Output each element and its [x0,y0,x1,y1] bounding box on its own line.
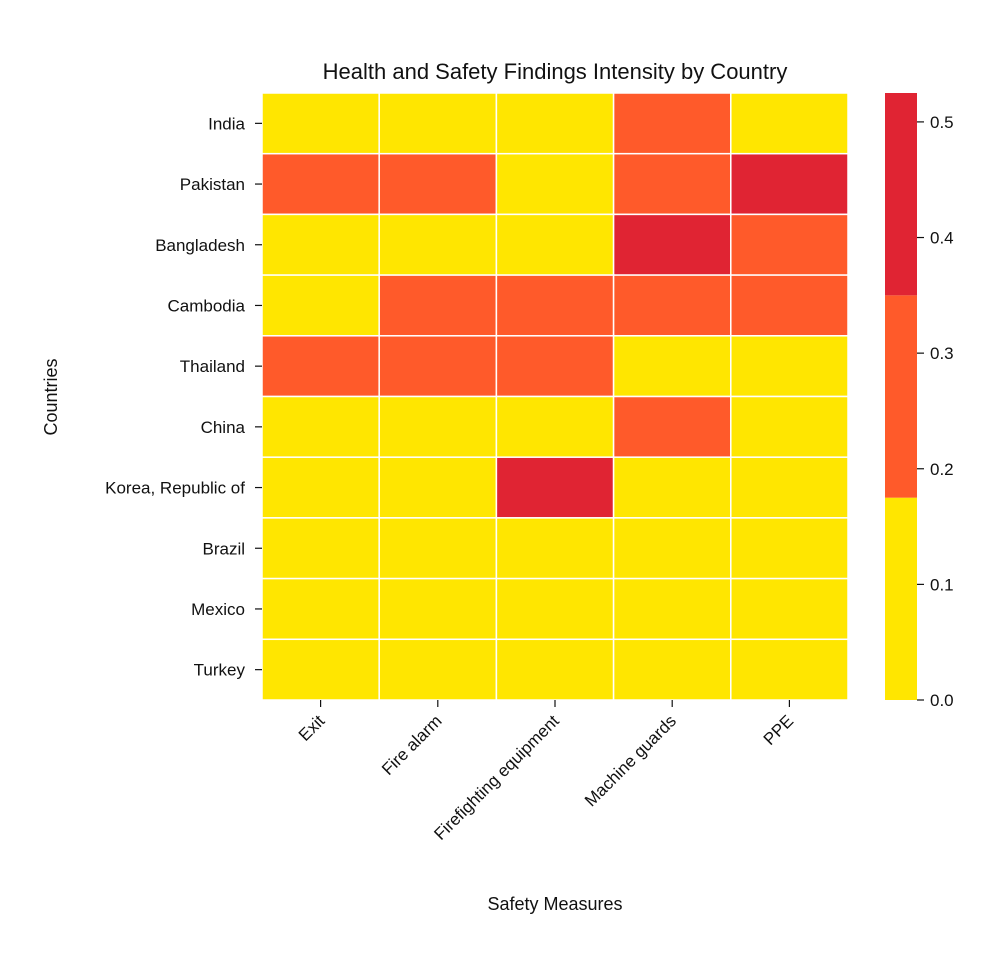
colorbar-tick-label: 0.5 [930,113,954,132]
y-tick-label: India [208,114,245,133]
heatmap-cell [261,395,380,458]
colorbar-tick-label: 0.4 [930,229,954,248]
heatmap-cell [730,152,849,216]
x-tick-label: Machine guards [581,711,680,810]
y-tick-label: Brazil [202,539,245,558]
heatmap-cell [495,456,615,519]
chart-title: Health and Safety Findings Intensity by … [323,59,788,84]
heatmap-cell [612,274,732,337]
y-tick-label: Mexico [191,600,245,619]
heatmap-cell [612,335,732,398]
y-tick-label: Bangladesh [155,236,245,255]
heatmap-cell [612,92,732,155]
heatmap-cell [612,213,732,276]
heatmap-cell [495,152,615,216]
heatmap-cell [612,517,732,580]
colorbar-segment [885,93,917,296]
y-axis-label: Countries [41,358,61,435]
heatmap-cell [378,274,498,337]
x-tick-label: Fire alarm [378,711,446,779]
y-tick-label: Korea, Republic of [105,479,245,498]
heatmap-cell [261,92,380,155]
heatmap-cell [261,335,380,398]
y-tick-label: Turkey [194,661,246,680]
heatmap-cell [730,335,849,398]
heatmap-cell [730,92,849,155]
y-tick-label: China [201,418,246,437]
heatmap-cell [730,456,849,519]
heatmap-cell [730,517,849,580]
heatmap-cell [495,577,615,641]
heatmap-cell [612,152,732,216]
heatmap-cell [495,213,615,276]
colorbar-tick-label: 0.2 [930,460,954,479]
colorbar-segment [885,295,917,498]
heatmap-cell [495,335,615,398]
colorbar: 0.0 0.1 0.2 0.3 0.4 0.5 [885,93,954,710]
heatmap-cell [378,335,498,398]
heatmap-cell [495,517,615,580]
heatmap-cells [261,92,849,701]
heatmap-cell [261,577,380,641]
x-axis-label: Safety Measures [487,894,622,914]
heatmap-cell [730,638,849,701]
heatmap-cell [495,274,615,337]
y-axis: India Pakistan Bangladesh Cambodia Thailand C… [105,114,262,680]
heatmap-cell [612,638,732,701]
x-tick-label: Exit [295,711,329,745]
heatmap-cell [730,213,849,276]
x-tick-label: Firefighting equipment [430,711,563,844]
heatmap-cell [378,517,498,580]
heatmap-cell [378,213,498,276]
heatmap-cell [378,577,498,641]
heatmap-cell [612,395,732,458]
heatmap-cell [261,152,380,216]
heatmap-cell [378,638,498,701]
heatmap-cell [495,92,615,155]
heatmap-cell [612,577,732,641]
heatmap-cell [261,638,380,701]
heatmap-cell [495,638,615,701]
colorbar-tick-label: 0.1 [930,575,954,594]
heatmap-cell [261,456,380,519]
heatmap-cell [730,274,849,337]
x-tick-label: PPE [760,711,797,748]
colorbar-segment [885,497,917,700]
heatmap-cell [261,517,380,580]
heatmap-cell [495,395,615,458]
heatmap-cell [730,395,849,458]
heatmap-cell [730,577,849,641]
heatmap-cell [378,92,498,155]
heatmap-cell [378,456,498,519]
heatmap-cell [612,456,732,519]
y-tick-label: Cambodia [168,296,246,315]
colorbar-tick-label: 0.0 [930,691,954,710]
heatmap-cell [378,395,498,458]
y-tick-label: Pakistan [180,175,245,194]
heatmap-cell [261,213,380,276]
colorbar-tick-label: 0.3 [930,344,954,363]
y-tick-label: Thailand [180,357,245,376]
heatmap-cell [378,152,498,216]
heatmap-cell [261,274,380,337]
